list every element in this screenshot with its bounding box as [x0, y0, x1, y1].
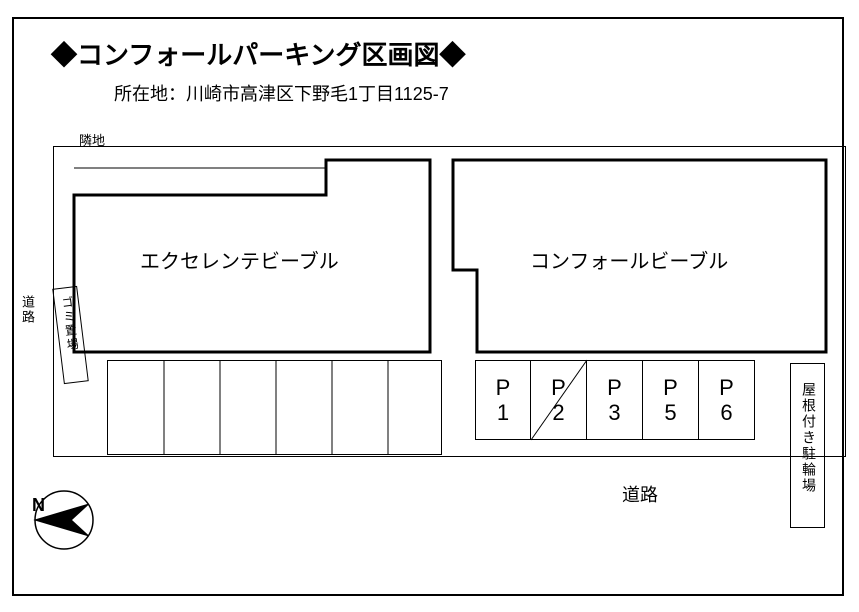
compass-n-label: N — [32, 495, 45, 516]
trash-area-label: ゴミ置場 — [58, 295, 82, 353]
building-comfort-label: コンフォールビーブル — [530, 245, 728, 274]
parking-slot: P2 — [531, 360, 587, 440]
parking-slot: P3 — [587, 360, 643, 440]
parking-slot-label: P2 — [531, 375, 586, 426]
left-parking-strip — [107, 360, 442, 455]
parking-slot: P5 — [643, 360, 699, 440]
parking-slot-label: P5 — [643, 375, 698, 426]
parking-slot: P6 — [699, 360, 755, 440]
buildings-layer — [0, 0, 859, 612]
bike-parking-box: 屋根付き駐輪場 — [790, 363, 825, 528]
parking-slot-label: P1 — [476, 375, 530, 426]
bike-parking-label: 屋根付き駐輪場 — [799, 382, 819, 494]
building-excellente-label: エクセレンテビーブル — [140, 245, 339, 274]
parking-slot: P1 — [475, 360, 531, 440]
parking-slot-label: P3 — [587, 375, 642, 426]
parking-slot-label: P6 — [699, 375, 754, 426]
diagram-canvas: ◆コンフォールパーキング区画図◆ 所在地：川崎市高津区下野毛1丁目1125-7 … — [0, 0, 859, 612]
